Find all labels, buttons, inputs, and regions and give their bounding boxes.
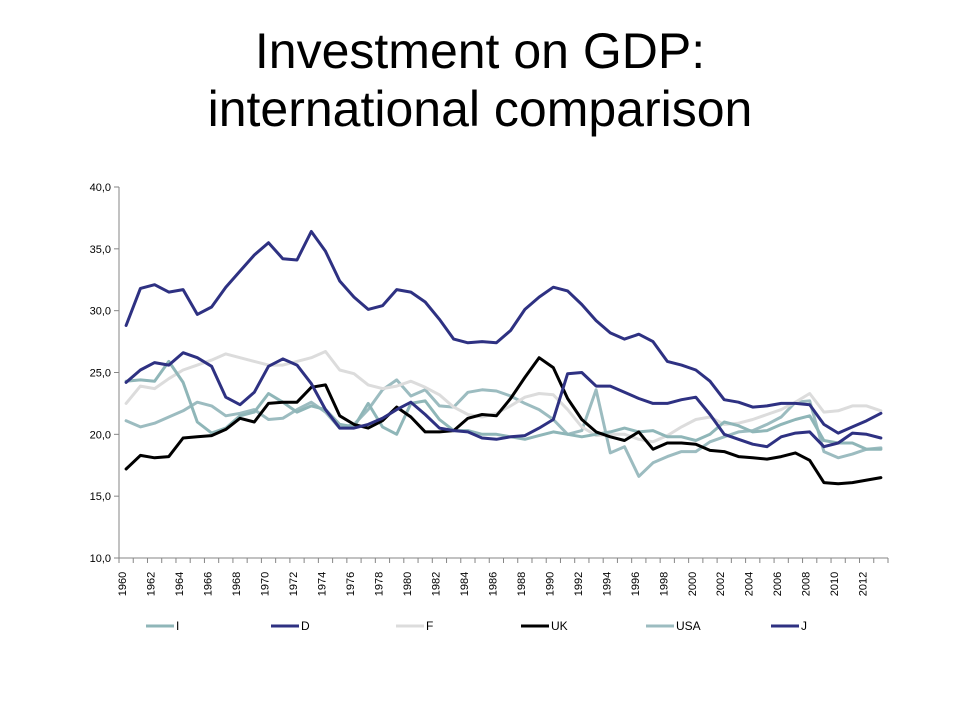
chart-title-line-2: international comparison bbox=[207, 81, 753, 137]
x-tick-label: 1998 bbox=[658, 572, 670, 596]
legend-label-i: I bbox=[176, 619, 179, 633]
legend-label-f: F bbox=[426, 619, 433, 633]
x-tick-label: 1972 bbox=[288, 572, 300, 596]
chart-legend: I D F UK USA J bbox=[146, 619, 807, 633]
y-tick-label: 30,0 bbox=[90, 306, 111, 318]
y-tick-label: 20,0 bbox=[90, 429, 111, 441]
x-tick-label: 1960 bbox=[117, 572, 129, 596]
y-tick-label: 35,0 bbox=[90, 244, 111, 256]
x-tick-label: 2002 bbox=[715, 572, 727, 596]
legend-label-d: D bbox=[301, 619, 310, 633]
x-tick-label: 1996 bbox=[630, 572, 642, 596]
x-tick-label: 2012 bbox=[858, 572, 870, 596]
x-tick-label: 2004 bbox=[744, 572, 756, 596]
x-tick-label: 1968 bbox=[231, 572, 243, 596]
chart-series bbox=[124, 230, 883, 486]
series-line-d bbox=[124, 351, 883, 449]
legend-label-j: J bbox=[801, 619, 807, 633]
x-tick-label: 2010 bbox=[829, 572, 841, 596]
series-line-i bbox=[124, 359, 883, 451]
x-tick-label: 1978 bbox=[373, 572, 385, 596]
chart-title-line-1: Investment on GDP: bbox=[254, 23, 706, 79]
series-line-uk bbox=[124, 356, 883, 486]
x-tick-label: 2006 bbox=[772, 572, 784, 596]
legend-label-uk: UK bbox=[551, 619, 568, 633]
x-tick-label: 1976 bbox=[345, 572, 357, 596]
x-tick-label: 1966 bbox=[203, 572, 215, 596]
y-tick-label: 10,0 bbox=[90, 553, 111, 565]
x-tick-label: 1986 bbox=[487, 572, 499, 596]
chart-title: Investment on GDP: international compari… bbox=[0, 22, 960, 138]
x-tick-label: 1970 bbox=[260, 572, 272, 596]
y-tick-label: 15,0 bbox=[90, 491, 111, 503]
chart-axes: 40,0 35,0 30,0 25,0 20,0 15,0 10,0 1960 1962 1964… bbox=[90, 182, 889, 596]
x-tick-label: 1962 bbox=[146, 572, 158, 596]
x-tick-label: 1984 bbox=[459, 572, 471, 596]
y-tick-label: 40,0 bbox=[90, 182, 111, 194]
y-tick-label: 25,0 bbox=[90, 368, 111, 380]
series-line-usa bbox=[124, 378, 883, 478]
x-tick-label: 1992 bbox=[573, 572, 585, 596]
x-tick-label: 1994 bbox=[601, 572, 613, 596]
x-tick-label: 1980 bbox=[402, 572, 414, 596]
x-tick-label: 1964 bbox=[174, 572, 186, 596]
x-tick-label: 2008 bbox=[801, 572, 813, 596]
legend-label-usa: USA bbox=[676, 619, 701, 633]
x-tick-label: 2000 bbox=[687, 572, 699, 596]
x-tick-label: 1990 bbox=[544, 572, 556, 596]
x-tick-label: 1974 bbox=[316, 572, 328, 596]
series-line-j bbox=[124, 230, 883, 435]
series-line-f bbox=[124, 350, 883, 444]
x-tick-label: 1982 bbox=[430, 572, 442, 596]
x-tick-label: 1988 bbox=[516, 572, 528, 596]
